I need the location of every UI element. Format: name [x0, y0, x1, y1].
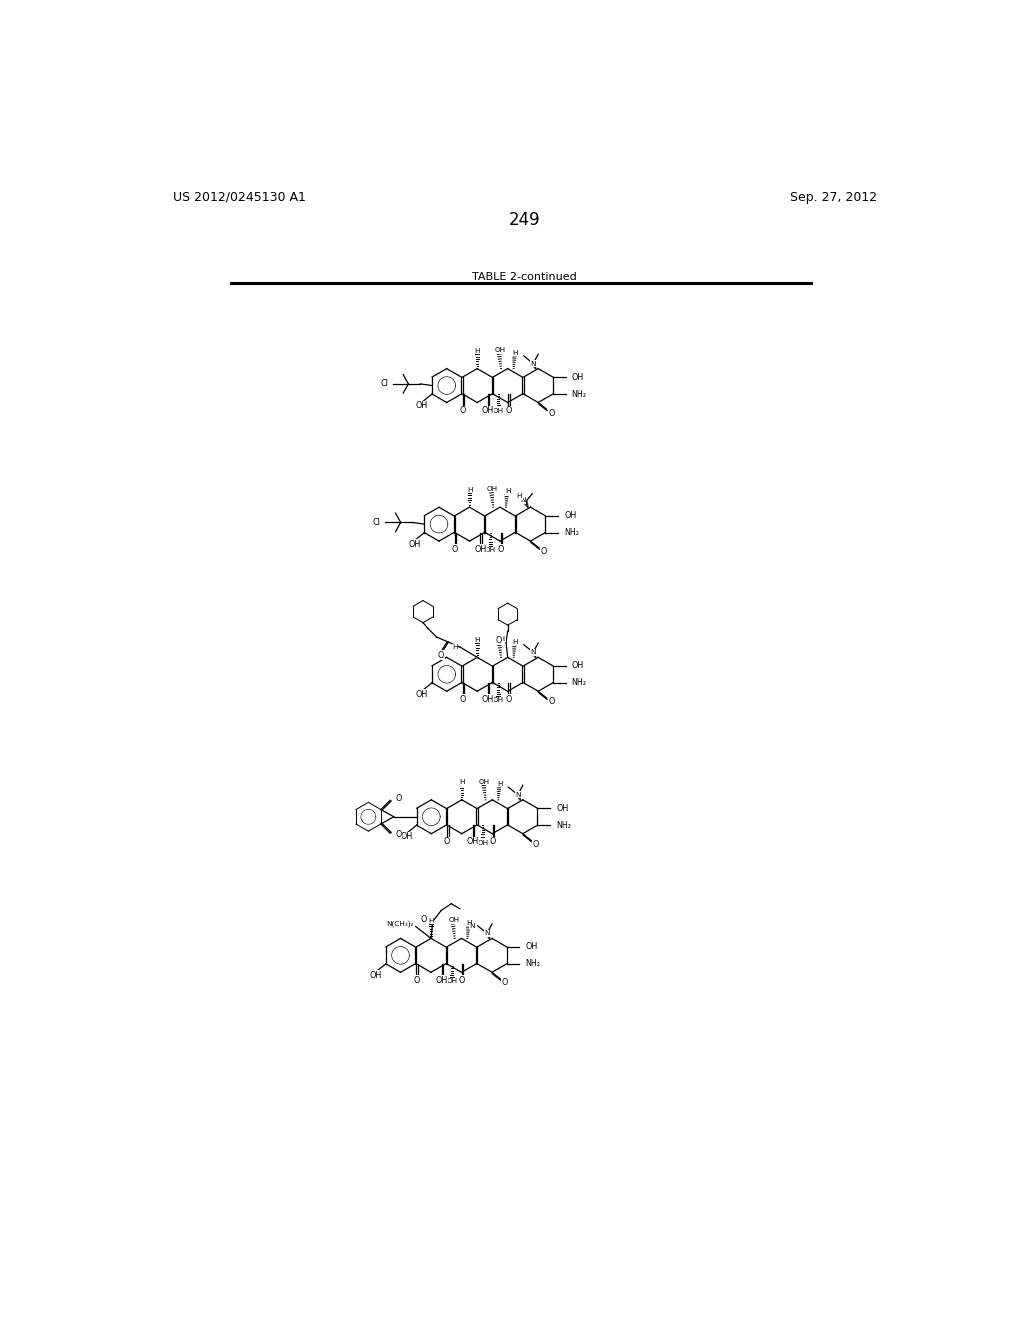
Text: H: H: [453, 644, 458, 651]
Text: O: O: [498, 545, 504, 553]
Text: N(CH₃)₂: N(CH₃)₂: [386, 921, 414, 928]
Text: OH: OH: [564, 511, 577, 520]
Text: Cl: Cl: [373, 517, 381, 527]
Text: O: O: [437, 651, 444, 660]
Text: TABLE 2-continued: TABLE 2-continued: [472, 272, 578, 282]
Text: H: H: [517, 494, 522, 499]
Text: OH: OH: [446, 978, 458, 985]
Text: OH: OH: [370, 970, 382, 979]
Text: N: N: [520, 498, 525, 503]
Text: H: H: [505, 488, 510, 495]
Text: OH: OH: [495, 636, 506, 642]
Text: O: O: [444, 837, 451, 846]
Text: O: O: [548, 697, 554, 706]
Text: O: O: [496, 636, 502, 645]
Text: O: O: [395, 830, 402, 840]
Text: OH: OH: [449, 917, 460, 923]
Text: OH: OH: [525, 942, 538, 952]
Text: O: O: [459, 975, 465, 985]
Text: O: O: [460, 407, 466, 414]
Text: O: O: [460, 694, 466, 704]
Text: NH₂: NH₂: [571, 389, 587, 399]
Text: OH: OH: [466, 837, 478, 846]
Text: OH: OH: [556, 804, 568, 813]
Text: H: H: [513, 639, 518, 644]
Text: OH: OH: [484, 546, 496, 553]
Text: Sep. 27, 2012: Sep. 27, 2012: [790, 191, 877, 203]
Text: NH₂: NH₂: [564, 528, 579, 537]
Text: H: H: [467, 487, 472, 492]
Text: N: N: [484, 931, 489, 936]
Text: H: H: [428, 917, 434, 924]
Text: O: O: [413, 975, 420, 985]
Text: OH: OH: [416, 689, 428, 698]
Text: H: H: [498, 781, 503, 787]
Text: O: O: [505, 407, 511, 414]
Text: O: O: [489, 837, 496, 846]
Text: N: N: [530, 649, 536, 655]
Text: OH: OH: [409, 540, 421, 549]
Text: NH₂: NH₂: [556, 821, 571, 830]
Text: Cl: Cl: [381, 379, 388, 388]
Text: O: O: [505, 694, 511, 704]
Text: O: O: [395, 795, 402, 803]
Text: OH: OH: [486, 486, 498, 492]
Text: H: H: [466, 920, 472, 925]
Text: OH: OH: [477, 840, 488, 846]
Text: H: H: [474, 348, 480, 354]
Text: OH: OH: [571, 661, 584, 671]
Text: NH₂: NH₂: [525, 960, 541, 969]
Text: OH: OH: [571, 372, 584, 381]
Text: NH₂: NH₂: [571, 678, 587, 688]
Text: O: O: [541, 548, 547, 556]
Text: OH: OH: [474, 545, 486, 553]
Text: O: O: [421, 916, 427, 924]
Text: O: O: [548, 409, 554, 417]
Text: 249: 249: [509, 211, 541, 228]
Text: OH: OH: [482, 407, 494, 414]
Text: OH: OH: [479, 779, 490, 784]
Text: O: O: [532, 840, 539, 849]
Text: H: H: [513, 350, 518, 356]
Text: US 2012/0245130 A1: US 2012/0245130 A1: [173, 191, 306, 203]
Text: OH: OH: [435, 975, 447, 985]
Text: OH: OH: [482, 694, 494, 704]
Text: OH: OH: [493, 697, 504, 704]
Text: OH: OH: [495, 347, 506, 354]
Text: H: H: [474, 636, 480, 643]
Text: OH: OH: [416, 401, 428, 411]
Text: O: O: [502, 978, 508, 987]
Text: N: N: [530, 360, 536, 367]
Text: O: O: [452, 545, 458, 553]
Text: N: N: [515, 792, 520, 797]
Text: H: H: [459, 779, 465, 785]
Text: OH: OH: [400, 832, 413, 841]
Text: OH: OH: [493, 408, 504, 414]
Text: N: N: [469, 923, 474, 929]
